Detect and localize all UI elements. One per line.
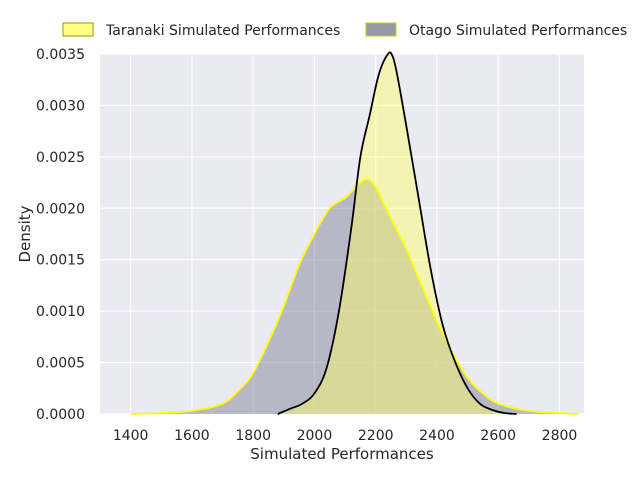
x-tick-label: 1400 [113,428,149,444]
x-axis-label: Simulated Performances [250,445,434,463]
x-tick-label: 2600 [480,428,516,444]
x-tick-label: 1600 [174,428,210,444]
y-tick-labels: 0.0000 0.0005 0.0010 0.0015 0.0020 0.0025 0.00… [36,47,85,423]
y-tick-label: 0.0025 [36,150,85,166]
y-axis-label: Density [16,205,34,262]
x-tick-label: 2400 [419,428,455,444]
x-tick-label: 2000 [297,428,333,444]
series-area-1 [130,179,578,414]
y-tick-label: 0.0035 [36,47,85,63]
y-tick-label: 0.0020 [36,201,85,217]
legend-label-otago: Otago Simulated Performances [409,23,627,39]
x-tick-label: 1800 [235,428,271,444]
y-tick-label: 0.0015 [36,253,85,269]
legend-swatch-otago [365,22,397,37]
x-tick-label: 2800 [542,428,578,444]
x-tick-label: 2200 [358,428,394,444]
y-tick-label: 0.0030 [36,98,85,114]
series-layer [130,51,578,415]
y-tick-label: 0.0005 [36,356,85,372]
series-line-0 [277,51,517,415]
legend: Taranaki Simulated Performances Otago Si… [62,22,627,39]
legend-label-taranaki: Taranaki Simulated Performances [105,23,340,39]
y-tick-label: 0.0010 [36,304,85,320]
y-tick-label: 0.0000 [36,407,85,423]
legend-swatch-taranaki [62,22,94,37]
x-tick-labels: 1400 1600 1800 2000 2200 2400 2600 2800 [113,428,578,444]
series-line-1 [130,178,578,415]
